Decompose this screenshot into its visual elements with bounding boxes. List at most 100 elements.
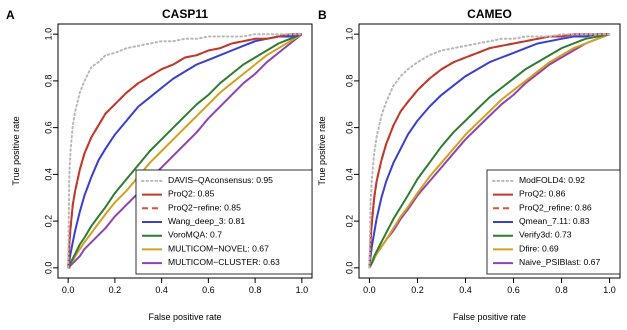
y-tick-label: 0.6	[344, 121, 354, 134]
y-tick-label: 0.2	[43, 215, 53, 228]
legend-entry: Naive_PSIBlast: 0.67	[519, 257, 600, 267]
legend-entry: Qmean_7.11: 0.83	[519, 216, 590, 226]
legend-separator: :	[544, 189, 549, 199]
legend-entry: ProQ2−refine: 0.85	[168, 203, 241, 213]
y-tick-label: 0.2	[344, 215, 354, 228]
series-line-modfold4	[368, 33, 611, 269]
legend-series-name: VoroMQA	[168, 230, 206, 240]
x-tick-label: 1.0	[296, 285, 309, 295]
plot-frame	[57, 23, 313, 279]
chart-panel-a: A CASP11 0.0 0.2 0.4 0.6 0.8 1.0 0.0 0.2 0.4 0.6 0.8…	[6, 7, 313, 322]
legend-separator: :	[251, 175, 256, 185]
y-tick-label: 0.4	[344, 168, 354, 181]
legend-auc-value: 0.92	[568, 175, 585, 185]
panel-letter: A	[6, 8, 15, 22]
x-axis-label: False positive rate	[148, 312, 221, 322]
legend-auc-value: 0.86	[575, 203, 592, 213]
legend-series-name: Qmean_7.11	[519, 216, 568, 226]
legend-series-name: ProQ2	[168, 189, 193, 199]
x-tick-label: 0.6	[507, 285, 520, 295]
legend-auc-value: 0.7	[210, 230, 222, 240]
panel-letter: B	[318, 8, 327, 22]
y-axis-label: True positive rate	[317, 116, 327, 185]
series-lines	[368, 33, 611, 269]
legend-series-name: ModFOLD4	[519, 175, 564, 185]
legend-entry: Wang_deep_3: 0.81	[168, 216, 245, 226]
x-tick-label: 0.8	[555, 285, 568, 295]
series-line-multicom-novel	[67, 33, 303, 269]
legend-series-name: ProQ2_refine	[519, 203, 570, 213]
y-tick-label: 0.8	[43, 75, 53, 88]
y-tick-label: 0.6	[43, 121, 53, 134]
y-axis-label: True positive rate	[11, 116, 21, 185]
legend-separator: :	[224, 216, 229, 226]
legend-auc-value: 0.67	[252, 244, 269, 254]
legend-series-name: MULTICOM−NOVEL	[168, 244, 248, 254]
legend-auc-value: 0.81	[228, 216, 245, 226]
x-tick-label: 0.2	[109, 285, 122, 295]
legend-entry: ProQ2_refine: 0.86	[519, 203, 592, 213]
legend-series-name: Dfire	[519, 244, 537, 254]
series-line-proq2	[67, 33, 302, 268]
x-tick-label: 0.2	[411, 285, 424, 295]
legend-series-name: Verify3d	[519, 230, 550, 240]
legend-series-name: Wang_deep_3	[168, 216, 224, 226]
legend-series-name: MULTICOM−CLUSTER	[168, 257, 258, 267]
y-tick-label: 0.0	[344, 262, 354, 275]
legend-series-name: ProQ2−refine	[168, 203, 220, 213]
legend-entry: DAVIS–QAconsensus: 0.95	[168, 175, 273, 185]
legend-auc-value: 0.85	[198, 189, 215, 199]
legend-separator: :	[219, 203, 224, 213]
legend-box	[135, 169, 313, 275]
y-tick-label: 0.4	[43, 168, 53, 181]
chart-title: CAMEO	[467, 7, 512, 21]
x-tick-label: 1.0	[603, 285, 616, 295]
x-tick-label: 0.8	[249, 285, 262, 295]
series-line-voromqa	[67, 33, 303, 269]
legend-auc-value: 0.95	[256, 175, 273, 185]
x-tick-label: 0.0	[62, 285, 75, 295]
chart-title: CASP11	[162, 7, 208, 21]
legend-series-name: Naive_PSIBlast	[519, 257, 579, 267]
plot-frame	[358, 23, 621, 279]
series-line-verify3d	[368, 33, 610, 269]
legend-auc-value: 0.63	[263, 257, 280, 267]
y-tick-label: 1.0	[43, 28, 53, 41]
series-line-wang-deep-3	[67, 33, 302, 268]
legend-series-name: DAVIS–QAconsensus	[168, 175, 251, 185]
x-tick-label: 0.4	[155, 285, 168, 295]
legend-auc-value: 0.86	[549, 189, 566, 199]
legend-auc-value: 0.85	[224, 203, 241, 213]
legend-auc-value: 0.69	[542, 244, 559, 254]
legend-separator: :	[570, 203, 575, 213]
series-line-davis-qaconsensus	[67, 33, 303, 269]
legend-separator: :	[568, 216, 573, 226]
legend-entry: MULTICOM−NOVEL: 0.67	[168, 244, 269, 254]
legend-series-name: ProQ2	[519, 189, 544, 199]
legend-separator: :	[258, 257, 263, 267]
legend-separator: :	[563, 175, 568, 185]
legend-entry: VoroMQA: 0.7	[168, 230, 222, 240]
chart-panel-b: B CAMEO 0.0 0.2 0.4 0.6 0.8 1.0 0.0 0.2 0.4 0.6 0.8 1…	[317, 7, 621, 322]
y-tick-label: 0.8	[344, 75, 354, 88]
legend-entry: ProQ2: 0.85	[168, 189, 215, 199]
series-line-proq2	[368, 33, 610, 268]
series-line-qmean-7-11	[368, 33, 610, 268]
legend-auc-value: 0.67	[584, 257, 601, 267]
legend-separator: :	[537, 244, 542, 254]
legend-entry: MULTICOM−CLUSTER: 0.63	[168, 257, 280, 267]
series-line-dfire	[368, 33, 610, 269]
legend-entry: ModFOLD4: 0.92	[519, 175, 585, 185]
legend-entry: ProQ2: 0.86	[519, 189, 566, 199]
legend-entry: Verify3d: 0.73	[519, 230, 572, 240]
legend-separator: :	[205, 230, 210, 240]
legend-auc-value: 0.83	[573, 216, 590, 226]
legend-entry: Dfire: 0.69	[519, 244, 559, 254]
x-tick-label: 0.6	[202, 285, 215, 295]
x-tick-label: 0.0	[363, 285, 376, 295]
legend-separator: :	[550, 230, 555, 240]
x-tick-label: 0.4	[459, 285, 472, 295]
legend-separator: :	[193, 189, 198, 199]
